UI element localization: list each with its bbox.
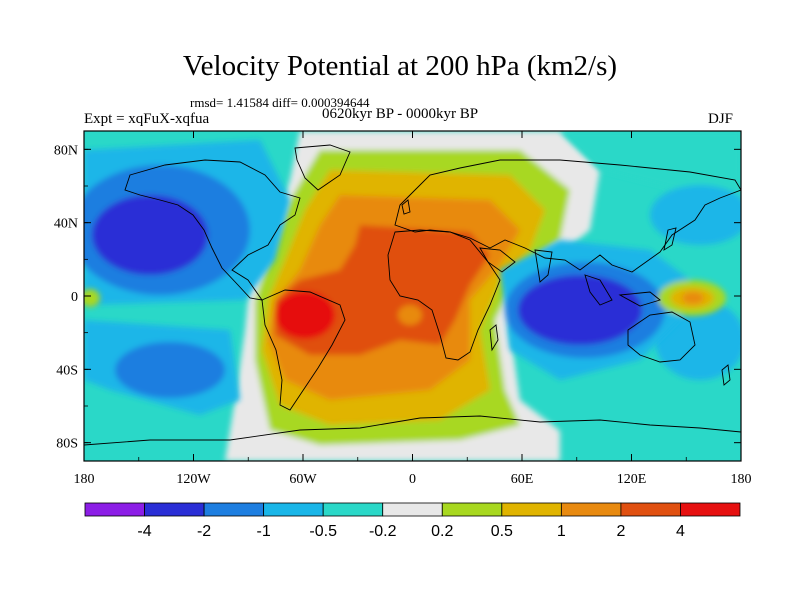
y-tick-label: 80S [56, 437, 78, 452]
colorbar-label: -0.5 [309, 523, 337, 540]
y-tick-label: 40S [56, 363, 78, 378]
colorbar-box [620, 502, 681, 517]
y-tick-label: 40N [54, 217, 78, 232]
colorbar-label: -0.2 [369, 523, 397, 540]
colorbar-box [322, 502, 384, 517]
colorbar-label: 2 [616, 523, 625, 540]
x-tick-label: 120E [617, 472, 647, 487]
figure-title: Velocity Potential at 200 hPa (km2/s) [182, 50, 618, 82]
x-tick-label: 180 [731, 472, 752, 487]
y-tick-label: 0 [71, 290, 78, 305]
period-label: 0620kyr BP - 0000kyr BP [322, 106, 479, 122]
colorbar-box [144, 502, 205, 517]
colorbar-box [382, 502, 443, 517]
colorbar-box [680, 502, 741, 517]
colorbar-box [203, 502, 265, 517]
velocity-potential-field [84, 131, 741, 461]
experiment-label: Expt = xqFuX-xqfua [84, 111, 210, 127]
colorbar-label: 4 [676, 523, 685, 540]
colorbar: -4 -2 -1 -0.5 -0.2 0.2 0.5 1 2 4 [84, 502, 741, 540]
coastlines [84, 144, 741, 446]
stats-label: rmsd= 1.41584 diff= 0.000394644 [190, 95, 370, 110]
x-tick-label: 180 [74, 472, 95, 487]
colorbar-label: -4 [137, 523, 151, 540]
colorbar-box [84, 502, 145, 517]
colorbar-label: 0.5 [491, 523, 513, 540]
map-axes: 80N 40N 0 40S 80S 180 120W 60W 0 60E 120E 180 [54, 131, 752, 487]
colorbar-box [263, 502, 324, 517]
x-tick-label: 0 [409, 472, 416, 487]
colorbar-box [441, 502, 503, 517]
colorbar-label: 1 [557, 523, 566, 540]
season-label: DJF [708, 111, 734, 127]
y-tick-label: 80N [54, 143, 78, 158]
x-tick-label: 60W [289, 472, 317, 487]
colorbar-box [560, 502, 622, 517]
colorbar-box [501, 502, 562, 517]
colorbar-label: 0.2 [431, 523, 453, 540]
x-tick-label: 120W [176, 472, 211, 487]
colorbar-label: -2 [197, 523, 211, 540]
x-tick-label: 60E [511, 472, 534, 487]
colorbar-label: -1 [257, 523, 271, 540]
